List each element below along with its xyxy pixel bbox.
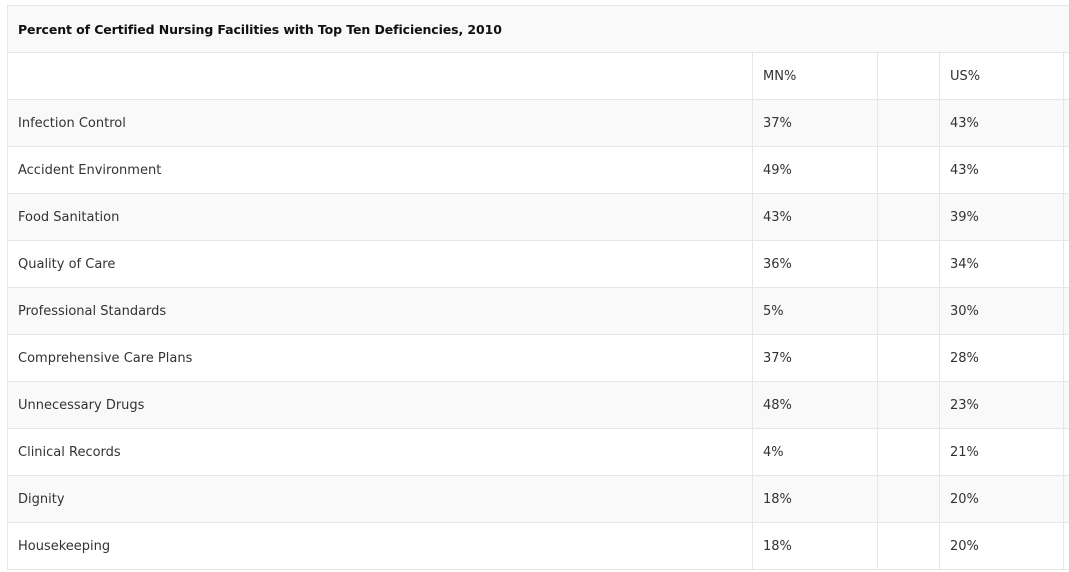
- header-label: [7, 52, 753, 100]
- row-mn-value: 5%: [752, 287, 878, 335]
- row-mn-value: 37%: [752, 99, 878, 147]
- row-mn-value: 18%: [752, 475, 878, 523]
- row-mn-value: 36%: [752, 240, 878, 288]
- row-label: Quality of Care: [7, 240, 753, 288]
- row-us-value: 20%: [939, 522, 1064, 570]
- row-label: Infection Control: [7, 99, 753, 147]
- table-row: Housekeeping 18% 20%: [7, 522, 1069, 570]
- row-mn-value: 43%: [752, 193, 878, 241]
- row-us-value: 43%: [939, 146, 1064, 194]
- deficiencies-table: Percent of Certified Nursing Facilities …: [7, 5, 1069, 570]
- row-spacer: [877, 240, 940, 288]
- row-us-value: 34%: [939, 240, 1064, 288]
- row-us-value: 28%: [939, 334, 1064, 382]
- table-row: Unnecessary Drugs 48% 23%: [7, 381, 1069, 429]
- row-label: Accident Environment: [7, 146, 753, 194]
- table-row: Food Sanitation 43% 39%: [7, 193, 1069, 241]
- row-label: Comprehensive Care Plans: [7, 334, 753, 382]
- row-us-value: 20%: [939, 475, 1064, 523]
- table-header-row: MN% US%: [7, 52, 1069, 100]
- row-spacer: [877, 287, 940, 335]
- table-row: Professional Standards 5% 30%: [7, 287, 1069, 335]
- table-row: Quality of Care 36% 34%: [7, 240, 1069, 288]
- row-spacer: [877, 475, 940, 523]
- table-row: Clinical Records 4% 21%: [7, 428, 1069, 476]
- row-label: Unnecessary Drugs: [7, 381, 753, 429]
- row-edge: [1062, 146, 1069, 194]
- row-label: Housekeeping: [7, 522, 753, 570]
- row-edge: [1062, 381, 1069, 429]
- row-us-value: 30%: [939, 287, 1064, 335]
- row-edge: [1062, 287, 1069, 335]
- row-edge: [1062, 99, 1069, 147]
- row-us-value: 43%: [939, 99, 1064, 147]
- row-mn-value: 4%: [752, 428, 878, 476]
- row-label: Professional Standards: [7, 287, 753, 335]
- row-label: Clinical Records: [7, 428, 753, 476]
- row-edge: [1062, 475, 1069, 523]
- table-container: Percent of Certified Nursing Facilities …: [7, 5, 1069, 571]
- row-mn-value: 37%: [752, 334, 878, 382]
- row-label: Food Sanitation: [7, 193, 753, 241]
- header-us: US%: [939, 52, 1064, 100]
- row-spacer: [877, 99, 940, 147]
- table-row: Comprehensive Care Plans 37% 28%: [7, 334, 1069, 382]
- header-edge: [1062, 52, 1069, 100]
- row-us-value: 23%: [939, 381, 1064, 429]
- table-row: Accident Environment 49% 43%: [7, 146, 1069, 194]
- row-spacer: [877, 522, 940, 570]
- header-mn: MN%: [752, 52, 878, 100]
- row-mn-value: 48%: [752, 381, 878, 429]
- row-edge: [1062, 334, 1069, 382]
- row-spacer: [877, 193, 940, 241]
- row-label: Dignity: [7, 475, 753, 523]
- table-title-row: Percent of Certified Nursing Facilities …: [7, 5, 1069, 53]
- row-edge: [1062, 428, 1069, 476]
- row-spacer: [877, 428, 940, 476]
- row-edge: [1062, 522, 1069, 570]
- row-spacer: [877, 334, 940, 382]
- row-mn-value: 18%: [752, 522, 878, 570]
- table-title: Percent of Certified Nursing Facilities …: [7, 5, 1069, 53]
- row-edge: [1062, 240, 1069, 288]
- row-spacer: [877, 381, 940, 429]
- header-spacer: [877, 52, 940, 100]
- table-row: Infection Control 37% 43%: [7, 99, 1069, 147]
- row-edge: [1062, 193, 1069, 241]
- row-us-value: 21%: [939, 428, 1064, 476]
- row-spacer: [877, 146, 940, 194]
- table-row: Dignity 18% 20%: [7, 475, 1069, 523]
- row-mn-value: 49%: [752, 146, 878, 194]
- row-us-value: 39%: [939, 193, 1064, 241]
